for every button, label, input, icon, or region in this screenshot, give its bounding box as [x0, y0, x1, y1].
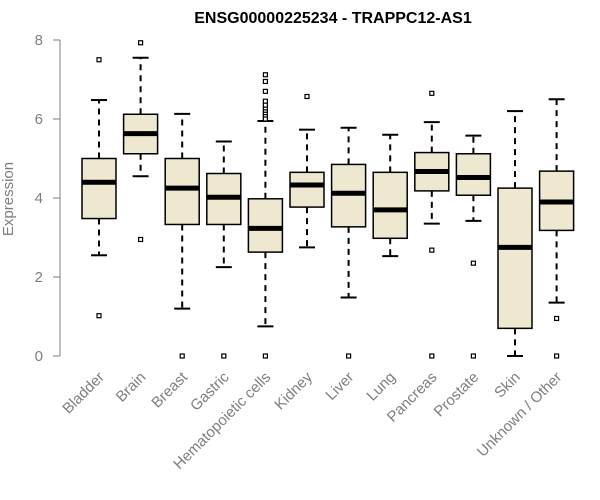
box-12 [538, 98, 575, 359]
outlier-point [553, 315, 560, 322]
outlier-point [96, 57, 102, 63]
outlier-point [429, 247, 435, 253]
iqr-box [497, 187, 533, 330]
outlier-point [470, 260, 476, 266]
x-tick-label: Brain [113, 369, 150, 406]
box-4 [206, 140, 242, 359]
y-tick-label: 8 [35, 32, 43, 49]
outlier-point [304, 93, 310, 100]
outlier-point [179, 353, 185, 359]
iqr-box [455, 153, 492, 196]
y-axis-ticks: 0 2 4 6 8 [35, 32, 60, 365]
box-5 [247, 72, 284, 359]
outlier-point [429, 353, 435, 359]
chart-title: ENSG00000225234 - TRAPPC12-AS1 [194, 10, 472, 27]
x-tick-label: Prostate [431, 369, 483, 421]
box-10 [455, 134, 492, 359]
outlier-point [138, 40, 144, 46]
y-tick-label: 2 [35, 269, 43, 286]
outlier-point [262, 353, 268, 359]
box-3 [164, 112, 200, 359]
box-8 [372, 133, 408, 258]
outlier-point [262, 72, 268, 78]
x-tick-label: Skin [491, 369, 524, 402]
outlier-point [138, 236, 144, 243]
outlier-point [429, 90, 435, 96]
y-tick-label: 6 [35, 111, 43, 128]
outlier-point [262, 78, 268, 85]
iqr-box [164, 157, 200, 226]
iqr-box [247, 198, 284, 253]
x-tick-label: Breast [148, 368, 191, 411]
outlier-point [262, 88, 268, 94]
outlier-point [96, 313, 102, 319]
outlier-point [346, 353, 352, 359]
x-tick-label: Bladder [59, 369, 108, 418]
y-axis-label: Expression [0, 162, 17, 236]
boxes [81, 40, 575, 359]
x-tick-label: Lung [363, 369, 399, 405]
box-6 [289, 93, 325, 249]
outlier-point [221, 353, 227, 359]
iqr-box [81, 157, 117, 220]
x-tick-label: Liver [322, 369, 357, 404]
y-tick-label: 0 [35, 348, 43, 365]
outlier-point [553, 353, 560, 359]
iqr-box [372, 171, 408, 240]
outlier-point [470, 353, 476, 359]
box-9 [414, 90, 450, 359]
box-2 [122, 40, 159, 243]
box-11 [497, 110, 533, 357]
y-tick-label: 4 [35, 190, 43, 207]
outlier-point [262, 116, 268, 122]
box-1 [81, 57, 117, 319]
box-7 [330, 126, 367, 359]
x-tick-label: Kidney [271, 368, 316, 413]
iqr-box [289, 171, 325, 208]
